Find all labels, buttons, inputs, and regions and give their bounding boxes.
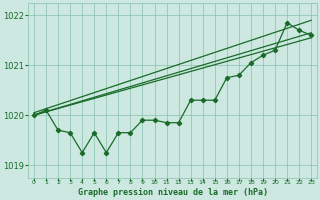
X-axis label: Graphe pression niveau de la mer (hPa): Graphe pression niveau de la mer (hPa) (77, 188, 268, 197)
